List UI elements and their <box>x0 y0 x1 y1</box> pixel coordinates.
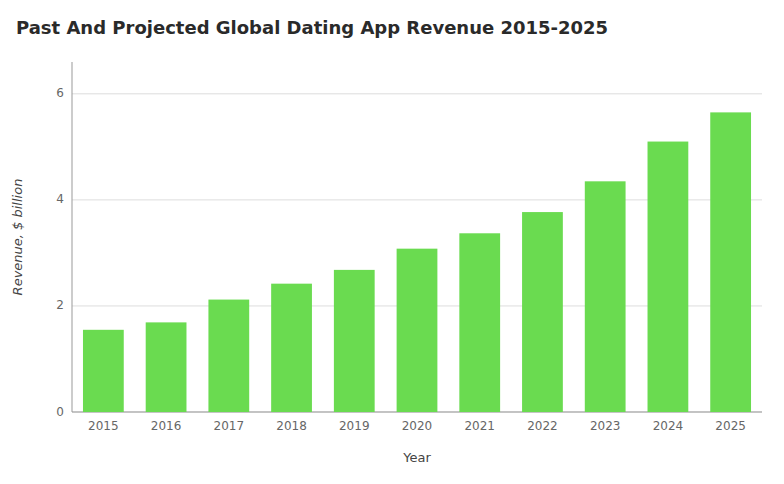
y-tick-label: 6 <box>56 86 64 100</box>
bars <box>83 112 751 412</box>
bar <box>397 249 438 412</box>
y-tick-label: 2 <box>56 298 64 312</box>
grid <box>72 94 762 412</box>
bar <box>710 112 751 412</box>
title: Past And Projected Global Dating App Rev… <box>16 17 608 38</box>
x-tick-label: 2016 <box>151 419 182 433</box>
y-tick-label: 0 <box>56 405 64 419</box>
bar <box>271 284 312 412</box>
x-tick-label: 2020 <box>402 419 433 433</box>
x-tick-label: 2017 <box>214 419 245 433</box>
x-axis-label: Year <box>402 450 431 465</box>
y-tick-label: 4 <box>56 192 64 206</box>
x-tick-label: 2023 <box>590 419 621 433</box>
bar <box>648 142 689 412</box>
x-tick-label: 2025 <box>715 419 746 433</box>
bar <box>522 212 563 412</box>
bar <box>208 300 249 412</box>
x-tick-label: 2022 <box>527 419 558 433</box>
y-axis-label: Revenue, $ billion <box>10 179 25 296</box>
x-tick-label: 2021 <box>464 419 495 433</box>
bar <box>585 181 626 412</box>
bar <box>459 233 500 412</box>
bar <box>146 322 187 412</box>
bar <box>83 330 124 412</box>
y-axis-line <box>72 62 73 412</box>
x-tick-label: 2018 <box>276 419 307 433</box>
chart: 0 2 4 6 2015 2016 2017 2018 2019 2020 2021 2022 2023… <box>0 0 784 484</box>
grid-line <box>72 93 762 94</box>
x-tick-label: 2019 <box>339 419 370 433</box>
bar <box>334 270 375 412</box>
x-tick-label: 2015 <box>88 419 119 433</box>
x-tick-label: 2024 <box>653 419 684 433</box>
